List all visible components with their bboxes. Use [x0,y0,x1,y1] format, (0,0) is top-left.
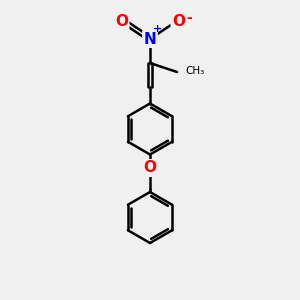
Text: O: O [143,160,157,175]
Text: O: O [172,14,185,28]
Text: N: N [144,32,156,46]
Text: -: - [187,11,193,25]
Text: O: O [115,14,128,28]
Text: +: + [153,23,162,34]
Text: CH₃: CH₃ [185,65,205,76]
